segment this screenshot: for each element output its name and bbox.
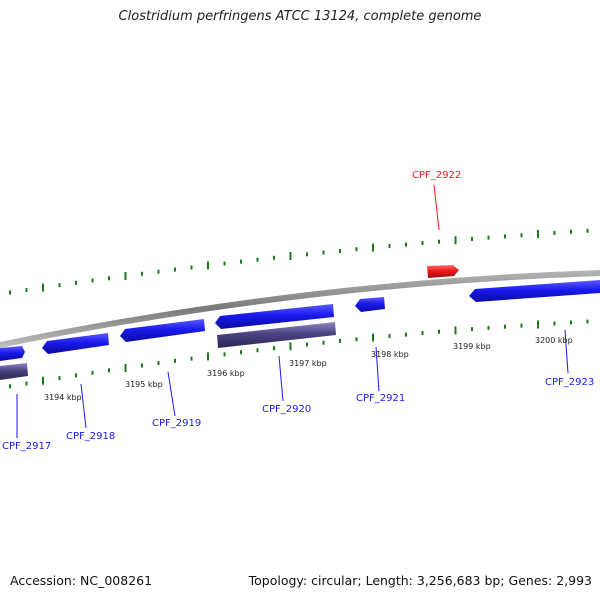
leader-line-cpf-2919 [167,371,176,417]
scale-label-3194: 3194 kbp [44,393,82,402]
genome-summary-text: Topology: circular; Length: 3,256,683 bp… [248,573,592,588]
gene-arrow-cpf-2920[interactable] [215,304,334,329]
genome-backbone [0,270,600,348]
gene-label-cpf-2921[interactable]: CPF_2921 [356,393,405,404]
leader-line-cpf-2921 [375,346,380,392]
scale-label-3198: 3198 kbp [371,350,409,359]
map-title: Clostridium perfringens ATCC 13124, comp… [118,9,482,24]
scale-label-3197: 3197 kbp [289,359,327,368]
leader-line-cpf-2922 [433,184,440,231]
gene-label-cpf-2922[interactable]: CPF_2922 [412,170,461,181]
scale-label-3199: 3199 kbp [453,342,491,351]
gene-arrow-cpf-2922[interactable] [427,265,459,278]
rna-feature-middle [217,322,336,348]
inner-tick-ring [9,319,589,389]
outer-tick-ring [9,228,589,295]
gene-label-cpf-2923[interactable]: CPF_2923 [545,377,594,388]
leader-line-cpf-2923 [564,329,569,374]
gene-label-cpf-2920[interactable]: CPF_2920 [262,404,311,415]
gene-label-cpf-2918[interactable]: CPF_2918 [66,431,115,442]
gene-arrow-cpf-2917[interactable] [0,346,25,361]
leader-line-cpf-2918 [80,383,87,429]
rna-feature-left [0,363,28,380]
gene-arrow-cpf-2919[interactable] [120,319,205,342]
gene-label-cpf-2919[interactable]: CPF_2919 [152,418,201,429]
scale-label-3196: 3196 kbp [207,369,245,378]
accession-text: Accession: NC_008261 [10,573,153,588]
scale-label-3200: 3200 kbp [535,336,573,345]
gene-arrow-cpf-2921[interactable] [355,297,385,312]
gene-label-cpf-2917[interactable]: CPF_2917 [2,441,51,452]
gene-arrow-cpf-2923[interactable] [469,280,600,302]
leader-line-cpf-2920 [278,355,284,402]
gene-arrow-cpf-2918[interactable] [42,333,109,354]
scale-label-3195: 3195 kbp [125,380,163,389]
